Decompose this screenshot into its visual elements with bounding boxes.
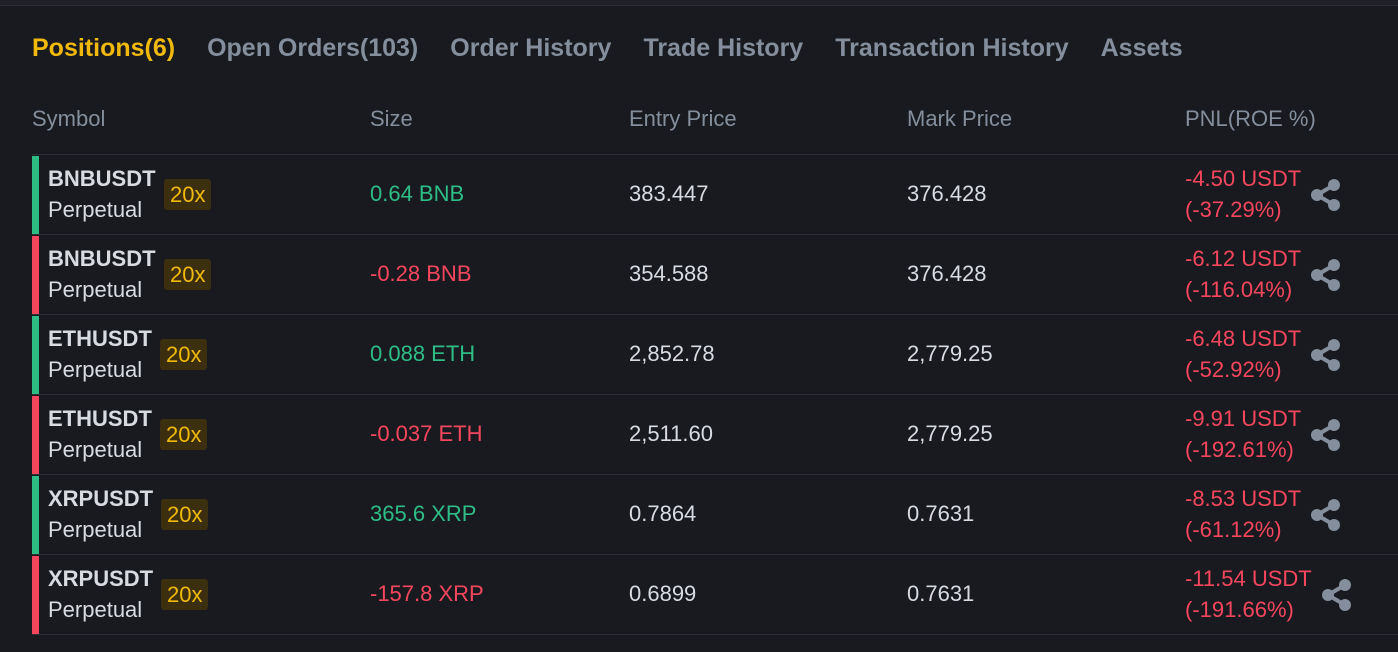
share-icon[interactable] [1307,176,1345,214]
leverage-badge[interactable]: 20x [164,259,212,290]
contract-type: Perpetual [48,277,143,302]
pnl-value: -4.50 USDT [1185,166,1302,191]
size-value: -157.8 XRP [370,581,484,606]
leverage-badge[interactable]: 20x [161,499,209,530]
entry-price-value: 2,511.60 [629,421,714,446]
size-value: -0.037 ETH [370,421,483,446]
roe-value: (-52.92%) [1185,357,1282,382]
header-symbol: Symbol [32,106,106,131]
contract-type: Perpetual [48,357,143,382]
entry-price-value: 383.447 [629,181,709,206]
table-row-2: BNBUSDT Perpetual 20x -0.28 BNB 354.588 … [32,234,1398,314]
side-indicator [32,236,39,314]
share-icon[interactable] [1318,576,1356,614]
size-value: 0.088 ETH [370,341,476,366]
entry-price-value: 2,852.78 [629,341,715,366]
table-row-5: XRPUSDT Perpetual 20x 365.6 XRP 0.7864 0… [32,474,1398,554]
contract-type: Perpetual [48,197,143,222]
pnl-value: -8.53 USDT [1185,486,1302,511]
mark-price-value: 376.428 [907,261,987,286]
symbol-label[interactable]: XRPUSDT [48,486,154,511]
symbol-label[interactable]: XRPUSDT [48,566,154,591]
roe-value: (-61.12%) [1185,517,1282,542]
symbol-label[interactable]: ETHUSDT [48,406,152,431]
symbol-label[interactable]: BNBUSDT [48,246,156,271]
tab-trade-history[interactable]: Trade History [643,33,804,62]
mark-price-value: 2,779.25 [907,421,993,446]
tab-bar: Positions(6) Open Orders(103) Order Hist… [32,30,1215,66]
entry-price-value: 0.7864 [629,501,697,526]
header-size: Size [370,106,413,131]
pnl-value: -9.91 USDT [1185,406,1302,431]
size-value: -0.28 BNB [370,261,472,286]
contract-type: Perpetual [48,437,143,462]
contract-type: Perpetual [48,517,143,542]
table-row-3: ETHUSDT Perpetual 20x 0.088 ETH 2,852.78… [32,314,1398,394]
share-icon[interactable] [1307,416,1345,454]
header-entry-price: Entry Price [629,106,737,131]
symbol-label[interactable]: ETHUSDT [48,326,152,351]
size-value: 365.6 XRP [370,501,477,526]
side-indicator [32,396,39,474]
leverage-badge[interactable]: 20x [160,339,208,370]
side-indicator [32,556,39,634]
header-mark-price: Mark Price [907,106,1013,131]
entry-price-value: 0.6899 [629,581,697,606]
roe-value: (-191.66%) [1185,597,1294,622]
roe-value: (-116.04%) [1185,277,1293,302]
roe-value: (-37.29%) [1185,197,1282,222]
share-icon[interactable] [1307,256,1345,294]
header-pnl: PNL(ROE %) [1185,106,1316,131]
tab-order-history[interactable]: Order History [450,33,612,62]
leverage-badge[interactable]: 20x [160,419,208,450]
leverage-badge[interactable]: 20x [164,179,212,210]
mark-price-value: 0.7631 [907,501,975,526]
positions-table: BNBUSDT Perpetual 20x 0.64 BNB 383.447 3… [32,154,1398,635]
table-row-4: ETHUSDT Perpetual 20x -0.037 ETH 2,511.6… [32,394,1398,474]
share-icon[interactable] [1307,336,1345,374]
table-row-1: BNBUSDT Perpetual 20x 0.64 BNB 383.447 3… [32,154,1398,234]
tab-positions[interactable]: Positions(6) [32,33,176,62]
side-indicator [32,476,39,554]
entry-price-value: 354.588 [629,261,709,286]
positions-panel: Positions(6) Open Orders(103) Order Hist… [0,6,1398,652]
size-value: 0.64 BNB [370,181,465,206]
side-indicator [32,156,39,234]
pnl-value: -6.48 USDT [1185,326,1302,351]
mark-price-value: 0.7631 [907,581,975,606]
pnl-value: -11.54 USDT [1185,566,1312,591]
side-indicator [32,316,39,394]
pnl-value: -6.12 USDT [1185,246,1302,271]
roe-value: (-192.61%) [1185,437,1294,462]
tab-assets[interactable]: Assets [1100,33,1183,62]
symbol-label[interactable]: BNBUSDT [48,166,156,191]
contract-type: Perpetual [48,597,143,622]
mark-price-value: 376.428 [907,181,987,206]
share-icon[interactable] [1307,496,1345,534]
mark-price-value: 2,779.25 [907,341,993,366]
table-row-6: XRPUSDT Perpetual 20x -157.8 XRP 0.6899 … [32,554,1398,635]
tab-open-orders[interactable]: Open Orders(103) [207,33,419,62]
tab-transaction-history[interactable]: Transaction History [835,33,1069,62]
leverage-badge[interactable]: 20x [161,579,209,610]
top-divider [0,5,1398,6]
